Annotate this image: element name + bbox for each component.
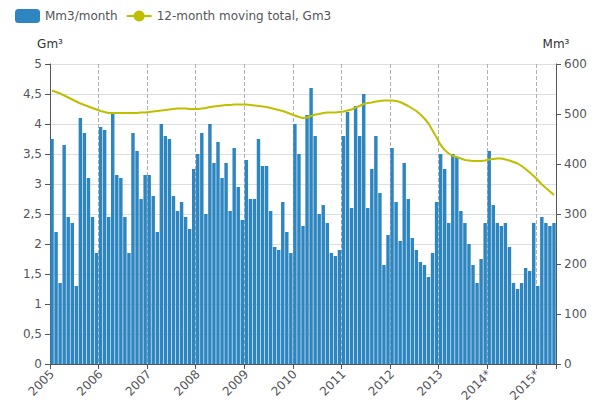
svg-text:500: 500 (564, 107, 587, 121)
svg-text:2: 2 (34, 237, 42, 251)
svg-text:2009: 2009 (220, 367, 251, 398)
svg-text:0: 0 (34, 357, 42, 371)
svg-text:4,5: 4,5 (23, 87, 42, 101)
svg-text:4: 4 (34, 117, 42, 131)
svg-text:600: 600 (564, 57, 587, 71)
svg-text:3,5: 3,5 (23, 147, 42, 161)
svg-text:2012: 2012 (366, 367, 397, 398)
svg-text:3: 3 (34, 177, 42, 191)
svg-text:2006: 2006 (74, 367, 105, 398)
svg-text:0,5: 0,5 (23, 327, 42, 341)
svg-text:2010: 2010 (268, 367, 299, 398)
svg-text:Mm³: Mm³ (543, 37, 570, 51)
svg-text:2008: 2008 (171, 367, 202, 398)
svg-text:100: 100 (564, 307, 587, 321)
svg-text:1,5: 1,5 (23, 267, 42, 281)
svg-text:2014*: 2014* (458, 367, 494, 403)
svg-text:300: 300 (564, 207, 587, 221)
svg-text:0: 0 (564, 357, 572, 371)
svg-text:2011: 2011 (317, 367, 348, 398)
svg-text:5: 5 (34, 57, 42, 71)
svg-text:2015*: 2015* (507, 367, 543, 403)
svg-text:2007: 2007 (123, 367, 154, 398)
svg-text:1: 1 (34, 297, 42, 311)
svg-text:2005: 2005 (26, 367, 57, 398)
svg-text:200: 200 (564, 257, 587, 271)
svg-text:2013: 2013 (414, 367, 445, 398)
svg-text:Mm3/month: Mm3/month (45, 9, 118, 23)
svg-text:2,5: 2,5 (23, 207, 42, 221)
svg-text:400: 400 (564, 157, 587, 171)
svg-text:Gm³: Gm³ (37, 37, 63, 51)
svg-text:12-month moving total, Gm3: 12-month moving total, Gm3 (157, 9, 332, 23)
